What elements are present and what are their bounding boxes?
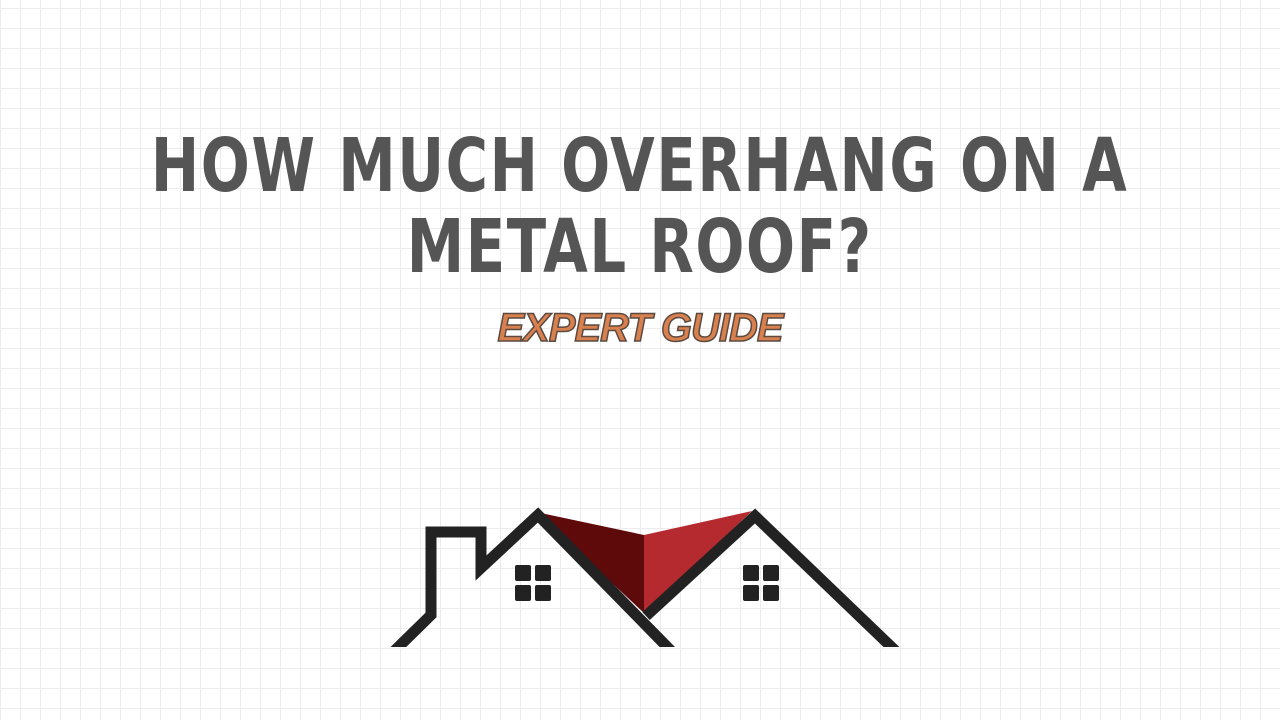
left-house-outline: [390, 507, 675, 647]
right-window-icon: [743, 565, 779, 601]
left-window-icon: [515, 565, 551, 601]
page-title-line-1: HOW MUCH OVERHANG ON A: [151, 123, 1129, 209]
right-house-outline: [642, 508, 900, 647]
subtitle: EXPERT GUIDE: [497, 305, 785, 351]
page-title-line-2: METAL ROOF?: [407, 204, 873, 290]
